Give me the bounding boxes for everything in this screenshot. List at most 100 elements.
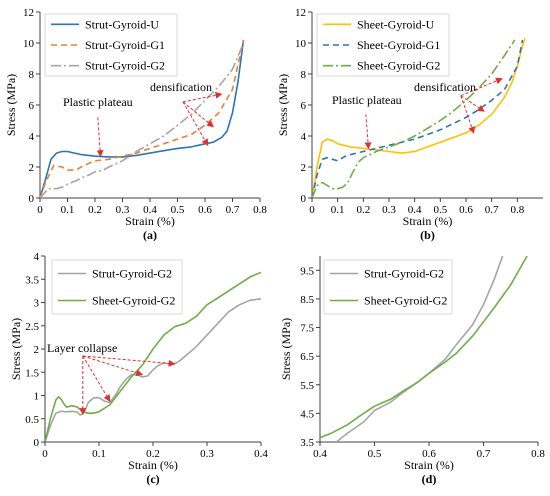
annotation-label: densification [150,80,212,94]
chart-panel-1: 0 0.1 0.2 0.3 0.4 0.5 0.6 0.7 0.8 0 2 4 6 8 10 12 Strain… [4,7,267,242]
y-tick-label: 2 [34,344,40,356]
series-line-1 [40,39,245,198]
legend-label: Strut-Gyroid-G2 [364,267,444,281]
y-tick-label: 0 [29,193,35,205]
chart-panel-3: 0 0.1 0.2 0.3 0.4 0 0.5 1 1.5 2 2.5 3 3.5 4 Strain (%)… [9,251,268,486]
y-tick-label: 0 [301,193,307,205]
y-tick-label: 2 [301,162,307,174]
legend-label: Sheet-Gyroid-G1 [357,38,440,52]
x-tick-label: 0.2 [146,448,160,460]
series-line-3 [40,42,245,198]
series-line-1 [45,298,261,442]
y-tick-label: 2 [29,162,35,174]
chart-panel-2: 0 0.1 0.2 0.3 0.4 0.5 0.6 0.7 0.8 0 2 4 6 8 10 12 Strain… [276,7,543,242]
chart-panel-4: 0.4 0.5 0.6 0.7 0.8 3.5 4.5 5.5 6.5 7.5 8.5 9.5 Stra… [279,256,545,486]
x-axis-title: Strain (%) [128,458,178,472]
x-tick-label: 0.7 [226,204,240,216]
y-tick-label: 12 [295,7,306,19]
y-tick-label: 1.5 [25,367,39,379]
y-tick-label: 4 [29,131,35,143]
annotation-arrow [182,91,223,103]
annotation-arrow [82,355,144,377]
x-tick-label: 0.7 [477,448,491,460]
x-tick-label: 0.7 [485,204,499,216]
x-tick-label: 0.3 [200,448,214,460]
y-tick-label: 10 [23,38,35,50]
y-tick-label: 3.5 [25,274,39,286]
legend-label: Strut-Gyroid-U [85,17,159,31]
y-tick-label: 10 [295,38,307,50]
series-line-2 [45,271,261,442]
x-tick-label: 0.2 [88,204,102,216]
x-axis-title: Strain (%) [125,214,175,228]
y-tick-label: 2.5 [25,321,39,333]
y-tick-label: 12 [23,7,34,19]
y-tick-label: 8.5 [300,294,314,306]
annotation-arrow [364,114,372,150]
y-tick-label: 4 [34,251,40,263]
x-tick-label: 0.8 [510,204,524,216]
annotation-arrow [96,117,104,158]
x-tick-label: 0 [37,204,43,216]
annotation-arrow [82,355,111,402]
annotation-arrow [460,95,485,112]
x-tick-label: 0.4 [408,204,422,216]
series-line-2 [40,39,245,198]
y-tick-label: 6 [29,100,35,112]
x-tick-label: 0 [309,204,315,216]
annotation-arrow [460,77,503,97]
y-tick-label: 6 [301,100,307,112]
y-tick-label: 5.5 [300,380,314,392]
annotation-label: Plastic plateau [63,95,133,109]
y-tick-label: 8 [29,69,35,81]
x-tick-label: 0.5 [368,448,382,460]
x-tick-label: 0.4 [313,448,327,460]
legend-box [323,259,453,315]
x-tick-label: 0.5 [171,204,185,216]
panel-label: (a) [143,228,157,242]
x-tick-label: 0.6 [422,448,436,460]
series-line-3 [312,39,516,198]
legend: Sheet-Gyroid-U Sheet-Gyroid-G1 Sheet-Gyroi… [316,13,450,77]
legend-label: Sheet-Gyroid-G2 [357,59,440,73]
series-line-2 [320,256,528,439]
x-tick-label: 0.8 [531,448,545,460]
y-axis-title: Stress (MPa) [279,318,293,380]
x-tick-label: 0.1 [331,204,345,216]
y-tick-label: 0.5 [25,414,39,426]
panel-label: (b) [420,228,435,242]
x-axis-title: Strain (%) [404,458,454,472]
x-tick-label: 0.6 [459,204,473,216]
x-tick-label: 0.4 [143,204,157,216]
legend-label: Sheet-Gyroid-G2 [364,294,447,308]
legend-label: Strut-Gyroid-G2 [85,59,165,73]
y-tick-label: 6.5 [300,351,314,363]
legend-label: Sheet-Gyroid-G2 [92,294,175,308]
legend-label: Sheet-Gyroid-U [357,17,435,31]
annotation-arrow [182,101,209,147]
annotation-arrow [182,101,215,128]
legend: Strut-Gyroid-G2 Sheet-Gyroid-G2 [51,259,183,315]
legend-label: Strut-Gyroid-G1 [85,38,165,52]
legend: Strut-Gyroid-U Strut-Gyroid-G1 Strut-Gyroi… [44,13,178,77]
panel-label: (d) [422,472,437,486]
x-tick-label: 0.1 [92,448,106,460]
x-tick-label: 0.6 [198,204,212,216]
x-tick-label: 0 [42,448,48,460]
legend-box [51,259,183,315]
series-line-2 [312,39,524,198]
legend: Strut-Gyroid-G2 Sheet-Gyroid-G2 [323,259,453,315]
y-axis-title: Stress (MPa) [9,318,23,380]
x-tick-label: 0.3 [116,204,130,216]
annotation-arrow [460,95,476,134]
x-axis-title: Strain (%) [403,214,453,228]
annotation-label: Layer collapse [47,341,117,355]
annotation-label: Plastic plateau [332,93,402,107]
legend-label: Strut-Gyroid-G2 [92,267,172,281]
y-axis-title: Stress (MPa) [4,74,18,136]
y-axis-title: Stress (MPa) [276,74,290,136]
y-tick-label: 3 [34,298,40,310]
annotation-label: densification [414,80,476,94]
x-tick-label: 0.2 [356,204,370,216]
x-tick-label: 0.4 [254,448,268,460]
